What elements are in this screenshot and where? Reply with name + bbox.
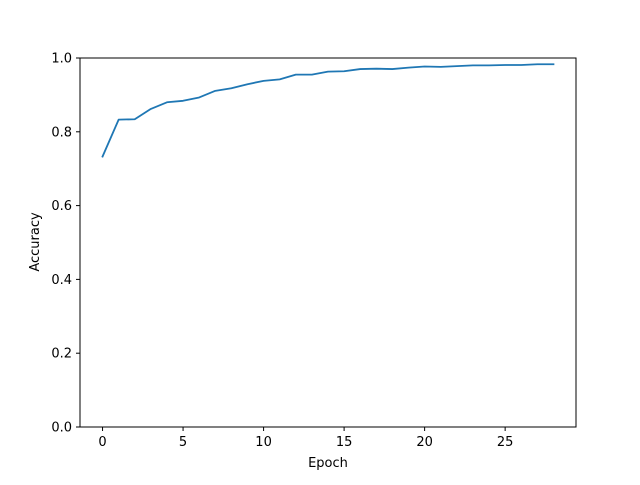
x-tick-label: 15 [336, 435, 353, 450]
x-tick-label: 20 [416, 435, 433, 450]
x-axis: 0 5 10 15 20 25 [98, 427, 513, 450]
x-tick-label: 10 [255, 435, 272, 450]
x-tick-label: 25 [497, 435, 514, 450]
x-tick-label: 5 [179, 435, 187, 450]
plot-area [79, 57, 577, 428]
y-tick-label: 1.0 [51, 52, 72, 67]
series-line-0 [101, 63, 555, 158]
y-tick-label: 0.0 [51, 421, 72, 436]
y-tick-label: 0.8 [51, 125, 72, 140]
y-tick-label: 0.6 [51, 199, 72, 214]
y-axis-label: Accuracy [28, 212, 43, 272]
y-tick-label: 0.4 [51, 273, 72, 288]
x-axis-label: Epoch [308, 456, 348, 471]
x-tick-label: 0 [98, 435, 106, 450]
y-axis: 0.0 0.2 0.4 0.6 0.8 1.0 [51, 52, 80, 436]
y-tick-label: 0.2 [51, 347, 72, 362]
axes-frame [79, 57, 577, 428]
